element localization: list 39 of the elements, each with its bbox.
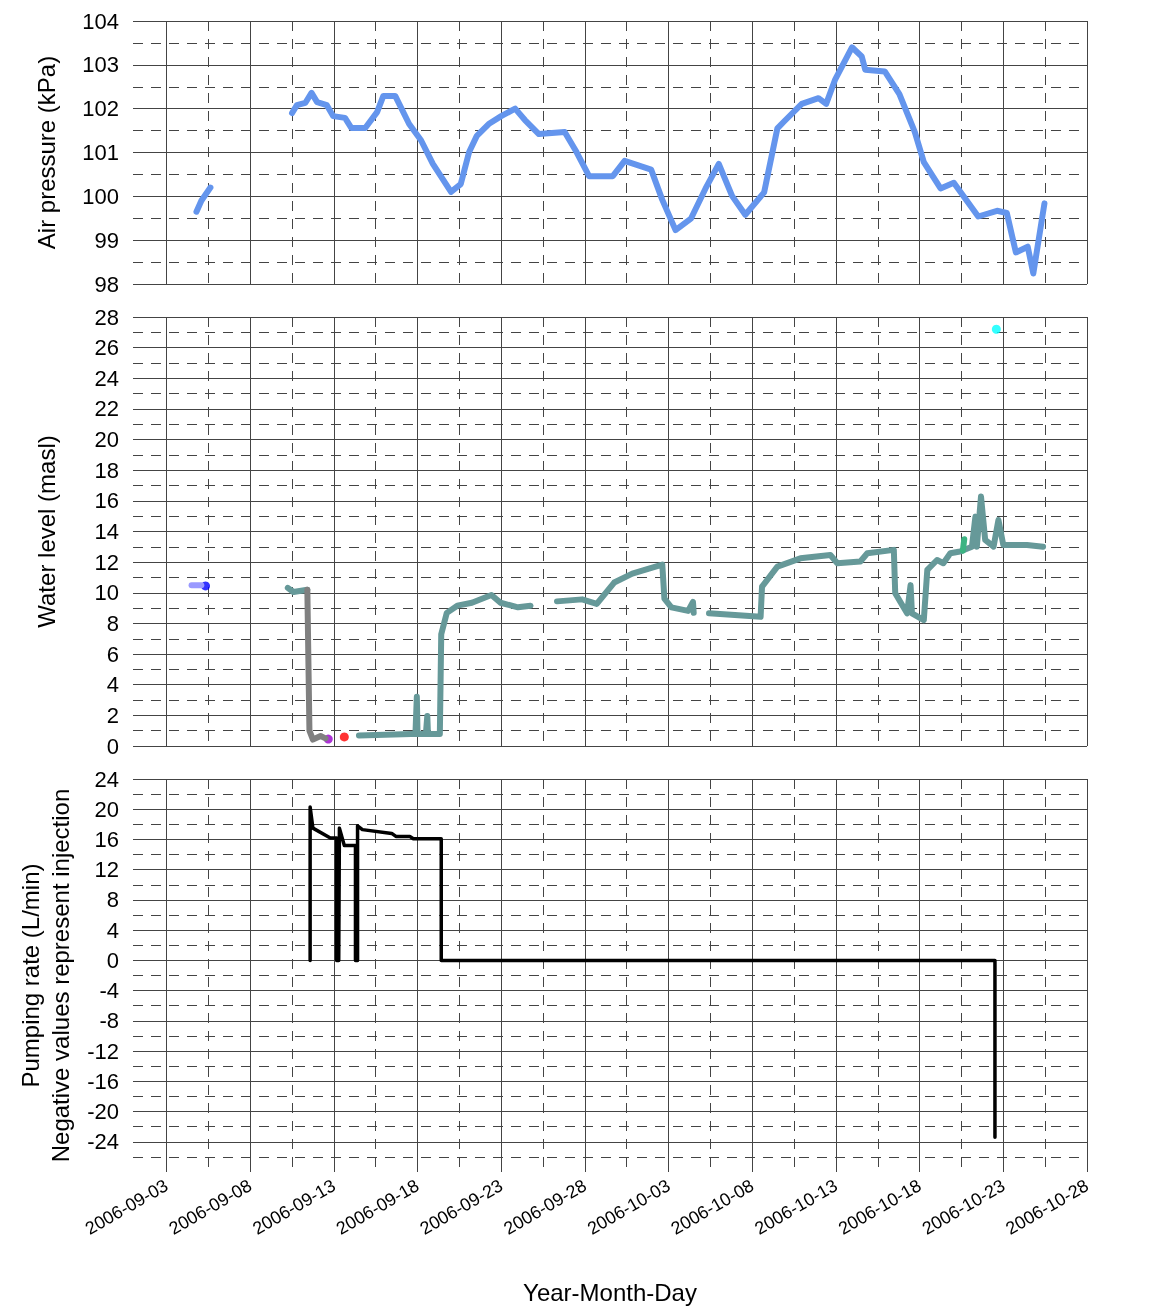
- y-tick-label: -16: [87, 1068, 119, 1094]
- y-tick-label: 98: [94, 271, 119, 297]
- y-tick-label: -12: [87, 1038, 119, 1064]
- y-tick-label: 100: [82, 183, 119, 209]
- y-tick-label: 104: [82, 8, 119, 34]
- y-tick-label: 2: [106, 702, 119, 728]
- y-tick-label: 16: [94, 826, 119, 852]
- y-tick-label: -4: [99, 978, 119, 1004]
- y-tick-label: 24: [94, 365, 119, 391]
- x-axis-title: Year-Month-Day: [523, 1278, 697, 1306]
- y-tick-label: 4: [106, 672, 119, 698]
- y-tick-label: 16: [94, 488, 119, 514]
- y-tick-label: 18: [94, 457, 119, 483]
- y-tick-label: 22: [94, 396, 119, 422]
- y-tick-label: 8: [106, 887, 119, 913]
- y-tick-label: 24: [94, 766, 119, 792]
- y-tick-label: 20: [94, 427, 119, 453]
- y-tick-label: -8: [99, 1008, 119, 1034]
- y-axis-title: Pumping rate (L/min) Negative values represent injection: [16, 788, 74, 1163]
- y-tick-label: 0: [106, 733, 119, 759]
- y-tick-label: 103: [82, 52, 119, 78]
- y-tick-label: 99: [94, 227, 119, 253]
- y-tick-label: -24: [87, 1129, 119, 1155]
- y-tick-label: 4: [106, 917, 119, 943]
- y-tick-label: 12: [94, 549, 119, 575]
- y-tick-label: 28: [94, 304, 119, 330]
- y-axis-title: Air pressure (kPa): [32, 55, 60, 250]
- y-tick-label: 12: [94, 857, 119, 883]
- y-tick-label: 102: [82, 96, 119, 122]
- y-tick-label: 6: [106, 641, 119, 667]
- y-tick-label: 101: [82, 140, 119, 165]
- y-tick-label: 26: [94, 335, 119, 361]
- y-tick-label: 0: [106, 947, 119, 973]
- y-tick-label: 20: [94, 796, 119, 822]
- y-tick-label: -20: [87, 1099, 119, 1125]
- y-tick-label: 14: [94, 519, 119, 544]
- y-tick-label: 10: [94, 580, 119, 606]
- y-tick-label: 8: [106, 610, 119, 636]
- y-axis-title: Water level (masl): [32, 435, 60, 628]
